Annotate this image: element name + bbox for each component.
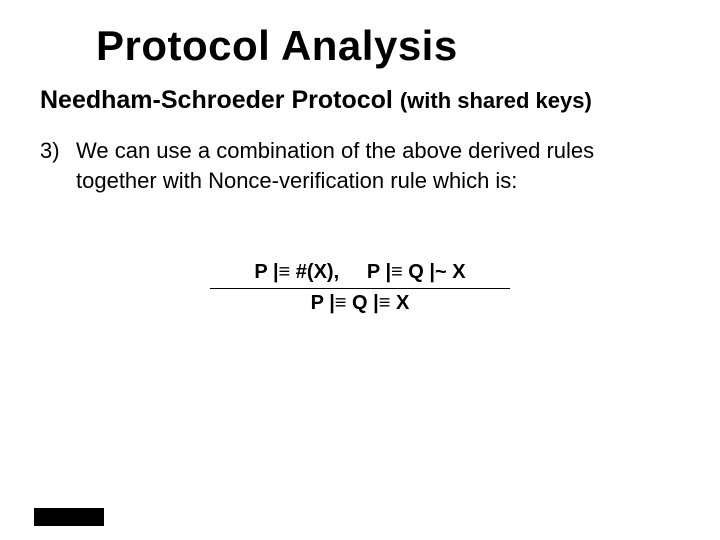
rule-premises: P |≡ #(X), P |≡ Q |~ X [0, 260, 720, 284]
subtitle-paren: (with shared keys) [400, 88, 592, 113]
accent-bar [34, 508, 104, 526]
slide: Protocol Analysis Needham-Schroeder Prot… [0, 0, 720, 540]
list-number: 3) [40, 136, 76, 166]
inference-rule: P |≡ #(X), P |≡ Q |~ X P |≡ Q |≡ X [0, 260, 720, 315]
list-text: We can use a combination of the above de… [76, 136, 680, 195]
rule-divider [210, 288, 510, 289]
page-title: Protocol Analysis [96, 22, 458, 70]
subtitle: Needham-Schroeder Protocol (with shared … [40, 86, 592, 115]
rule-conclusion: P |≡ Q |≡ X [0, 291, 720, 315]
body-text: 3) We can use a combination of the above… [40, 136, 680, 195]
premise-1: P |≡ #(X), [254, 261, 339, 283]
subtitle-main: Needham-Schroeder Protocol [40, 86, 393, 114]
list-item: 3) We can use a combination of the above… [40, 136, 680, 195]
premise-2: P |≡ Q |~ X [367, 261, 466, 283]
